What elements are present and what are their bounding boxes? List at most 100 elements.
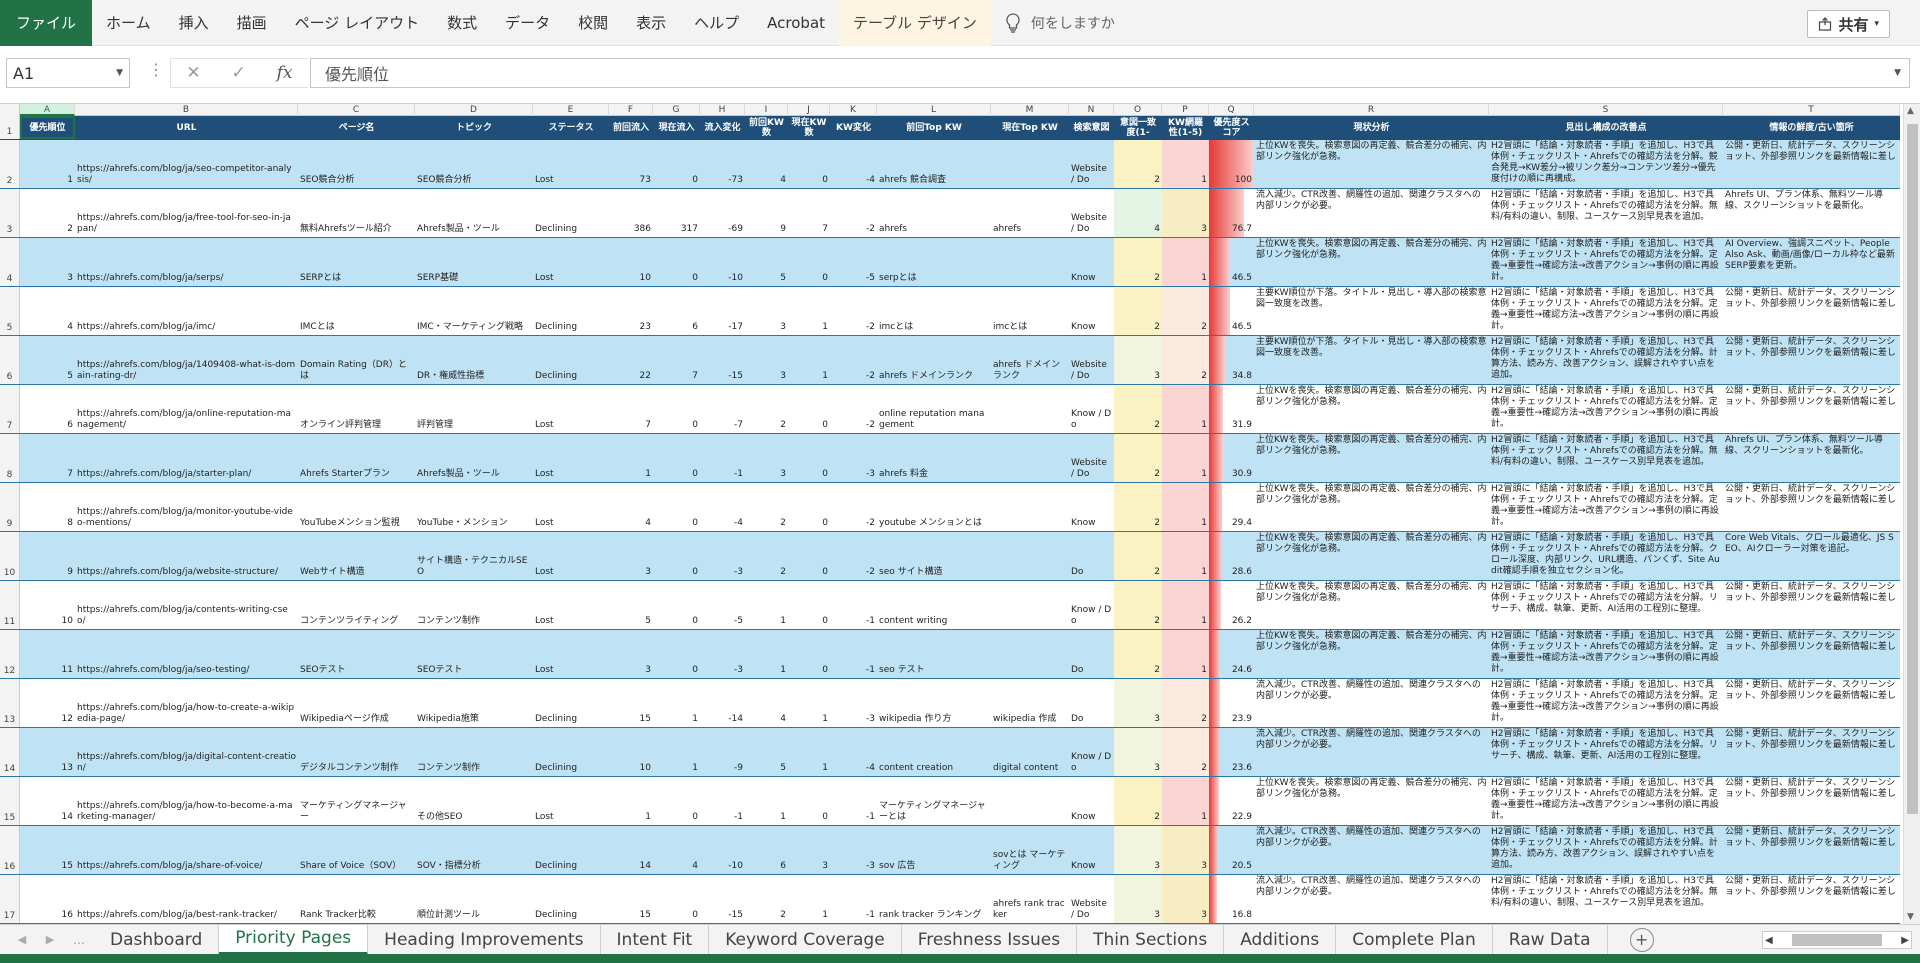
table-header-cell[interactable]: KW変化 bbox=[836, 122, 871, 133]
column-header-n[interactable]: N bbox=[1069, 104, 1114, 116]
table-cell[interactable]: 2 bbox=[1114, 532, 1162, 580]
table-cell[interactable]: Lost bbox=[533, 483, 609, 531]
tab-page-layout[interactable]: ページ レイアウト bbox=[294, 14, 420, 32]
tab-formulas[interactable]: 数式 bbox=[447, 14, 478, 32]
table-cell[interactable]: 12 bbox=[20, 679, 75, 727]
table-cell[interactable]: 1 bbox=[653, 728, 700, 776]
table-cell[interactable]: 5 bbox=[609, 581, 653, 629]
table-cell[interactable]: 公開・更新日、統計データ、スクリーンショット、外部参照リンクを最新情報に差し bbox=[1723, 385, 1900, 433]
table-cell[interactable]: コンテンツライティング bbox=[298, 581, 415, 629]
table-cell[interactable]: 上位KWを喪失。検索意図の再定義、競合差分の補完、内部リンク強化が急務。 bbox=[1254, 434, 1489, 482]
row-number[interactable]: 16 bbox=[0, 826, 20, 874]
table-cell[interactable]: 23.6 bbox=[1209, 728, 1254, 776]
table-cell[interactable]: 16.8 bbox=[1209, 875, 1254, 923]
table-cell[interactable]: 22.9 bbox=[1209, 777, 1254, 825]
table-cell[interactable]: rank tracker ランキング bbox=[877, 875, 991, 923]
table-cell[interactable]: 10 bbox=[609, 728, 653, 776]
table-cell[interactable]: 公開・更新日、統計データ、スクリーンショット、外部参照リンクを最新情報に差し bbox=[1723, 875, 1900, 923]
table-cell[interactable]: H2冒頭に「結論・対象読者・手順」を追加し、H3で具体例・チェックリスト・Ahr… bbox=[1489, 336, 1723, 384]
table-cell[interactable]: Know / Do bbox=[1069, 385, 1114, 433]
table-cell[interactable]: 5 bbox=[745, 728, 788, 776]
table-cell[interactable]: SERP基礎 bbox=[415, 238, 533, 286]
table-cell[interactable]: 2 bbox=[1114, 581, 1162, 629]
table-header-cell[interactable]: 前回Top KW bbox=[906, 122, 962, 133]
prev-sheet-icon[interactable]: ◀ bbox=[17, 933, 27, 946]
scroll-up-icon[interactable]: ▲ bbox=[1907, 106, 1914, 116]
table-cell[interactable]: 0 bbox=[788, 483, 830, 531]
column-header-o[interactable]: O bbox=[1114, 104, 1162, 116]
table-cell[interactable]: IMCとは bbox=[298, 287, 415, 335]
table-cell[interactable]: 0 bbox=[788, 385, 830, 433]
table-cell[interactable]: 0 bbox=[653, 238, 700, 286]
table-cell[interactable]: 20.5 bbox=[1209, 826, 1254, 874]
table-cell[interactable]: 4 bbox=[745, 140, 788, 188]
table-cell[interactable]: ahrefs ドメインランク bbox=[991, 336, 1069, 384]
table-cell[interactable]: -1 bbox=[830, 875, 877, 923]
table-cell[interactable]: Know bbox=[1069, 238, 1114, 286]
table-cell[interactable]: youtube メンションとは bbox=[877, 483, 991, 531]
row-number[interactable]: 4 bbox=[0, 238, 20, 286]
table-cell[interactable]: 流入減少。CTR改善、網羅性の追加、関連クラスタへの内部リンクが必要。 bbox=[1254, 679, 1489, 727]
table-cell[interactable]: Lost bbox=[533, 385, 609, 433]
table-cell[interactable] bbox=[991, 777, 1069, 825]
table-cell[interactable]: H2冒頭に「結論・対象読者・手順」を追加し、H3で具体例・チェックリスト・Ahr… bbox=[1489, 385, 1723, 433]
sheet-tab-raw-data[interactable]: Raw Data bbox=[1493, 924, 1608, 955]
table-cell[interactable]: ahrefs bbox=[991, 189, 1069, 237]
table-cell[interactable]: H2冒頭に「結論・対象読者・手順」を追加し、H3で具体例・チェックリスト・Ahr… bbox=[1489, 728, 1723, 776]
table-header-cell[interactable]: 優先順位 bbox=[20, 116, 75, 139]
table-cell[interactable]: 流入減少。CTR改善、網羅性の追加、関連クラスタへの内部リンクが必要。 bbox=[1254, 189, 1489, 237]
table-header-cell[interactable]: 見出し構成の改善点 bbox=[1565, 122, 1647, 133]
table-cell[interactable]: 24.6 bbox=[1209, 630, 1254, 678]
table-cell[interactable]: https://ahrefs.com/blog/ja/seo-competito… bbox=[75, 140, 298, 188]
table-cell[interactable]: -10 bbox=[700, 238, 745, 286]
scroll-left-icon[interactable]: ◀ bbox=[1765, 934, 1773, 946]
table-cell[interactable]: Lost bbox=[533, 434, 609, 482]
table-cell[interactable]: wikipedia 作り方 bbox=[877, 679, 991, 727]
chevron-down-icon[interactable]: ▼ bbox=[116, 68, 123, 78]
more-options-icon[interactable]: ⋮ bbox=[148, 60, 164, 79]
table-cell[interactable]: Know bbox=[1069, 826, 1114, 874]
table-cell[interactable]: 23.9 bbox=[1209, 679, 1254, 727]
column-header-h[interactable]: H bbox=[700, 104, 745, 116]
table-cell[interactable]: content creation bbox=[877, 728, 991, 776]
table-cell[interactable]: 0 bbox=[788, 581, 830, 629]
table-cell[interactable]: -69 bbox=[700, 189, 745, 237]
table-cell[interactable]: -73 bbox=[700, 140, 745, 188]
table-header-cell[interactable]: 意図一致度(1- bbox=[1119, 117, 1156, 138]
table-cell[interactable]: 流入減少。CTR改善、網羅性の追加、関連クラスタへの内部リンクが必要。 bbox=[1254, 728, 1489, 776]
table-cell[interactable]: 31.9 bbox=[1209, 385, 1254, 433]
sheet-tab-keyword-coverage[interactable]: Keyword Coverage bbox=[709, 924, 902, 955]
column-header-i[interactable]: I bbox=[745, 104, 788, 116]
table-header-cell[interactable]: ステータス bbox=[548, 122, 594, 133]
column-header-s[interactable]: S bbox=[1489, 104, 1723, 116]
table-cell[interactable]: 1 bbox=[1162, 532, 1209, 580]
table-cell[interactable]: 2 bbox=[1114, 140, 1162, 188]
table-cell[interactable]: IMC・マーケティング戦略 bbox=[415, 287, 533, 335]
table-cell[interactable]: 3 bbox=[745, 336, 788, 384]
enter-icon[interactable]: ✓ bbox=[231, 63, 246, 83]
row-number[interactable]: 9 bbox=[0, 483, 20, 531]
table-cell[interactable]: 386 bbox=[609, 189, 653, 237]
table-cell[interactable]: SEO競合分析 bbox=[298, 140, 415, 188]
table-cell[interactable]: 公開・更新日、統計データ、スクリーンショット、外部参照リンクを最新情報に差し bbox=[1723, 140, 1900, 188]
table-cell[interactable]: 8 bbox=[20, 483, 75, 531]
table-cell[interactable]: 11 bbox=[20, 630, 75, 678]
table-cell[interactable]: 0 bbox=[653, 385, 700, 433]
table-header-cell[interactable]: 現状分析 bbox=[1353, 122, 1390, 133]
table-cell[interactable]: wikipedia 作成 bbox=[991, 679, 1069, 727]
tab-view[interactable]: 表示 bbox=[636, 14, 667, 32]
table-cell[interactable]: 34.8 bbox=[1209, 336, 1254, 384]
table-cell[interactable]: H2冒頭に「結論・対象読者・手順」を追加し、H3で具体例・チェックリスト・Ahr… bbox=[1489, 238, 1723, 286]
table-cell[interactable]: 1 bbox=[1162, 777, 1209, 825]
table-cell[interactable]: -17 bbox=[700, 287, 745, 335]
table-cell[interactable]: -4 bbox=[830, 140, 877, 188]
table-cell[interactable]: 2 bbox=[1162, 679, 1209, 727]
table-cell[interactable]: 公開・更新日、統計データ、スクリーンショット、外部参照リンクを最新情報に差し bbox=[1723, 483, 1900, 531]
table-cell[interactable]: 0 bbox=[653, 777, 700, 825]
vertical-scrollbar[interactable]: ▲ ▼ bbox=[1903, 104, 1920, 924]
table-header-cell[interactable]: 現在KW数 bbox=[791, 117, 827, 138]
table-cell[interactable]: 23 bbox=[609, 287, 653, 335]
table-cell[interactable]: 1 bbox=[1162, 385, 1209, 433]
table-cell[interactable]: 1 bbox=[1162, 630, 1209, 678]
